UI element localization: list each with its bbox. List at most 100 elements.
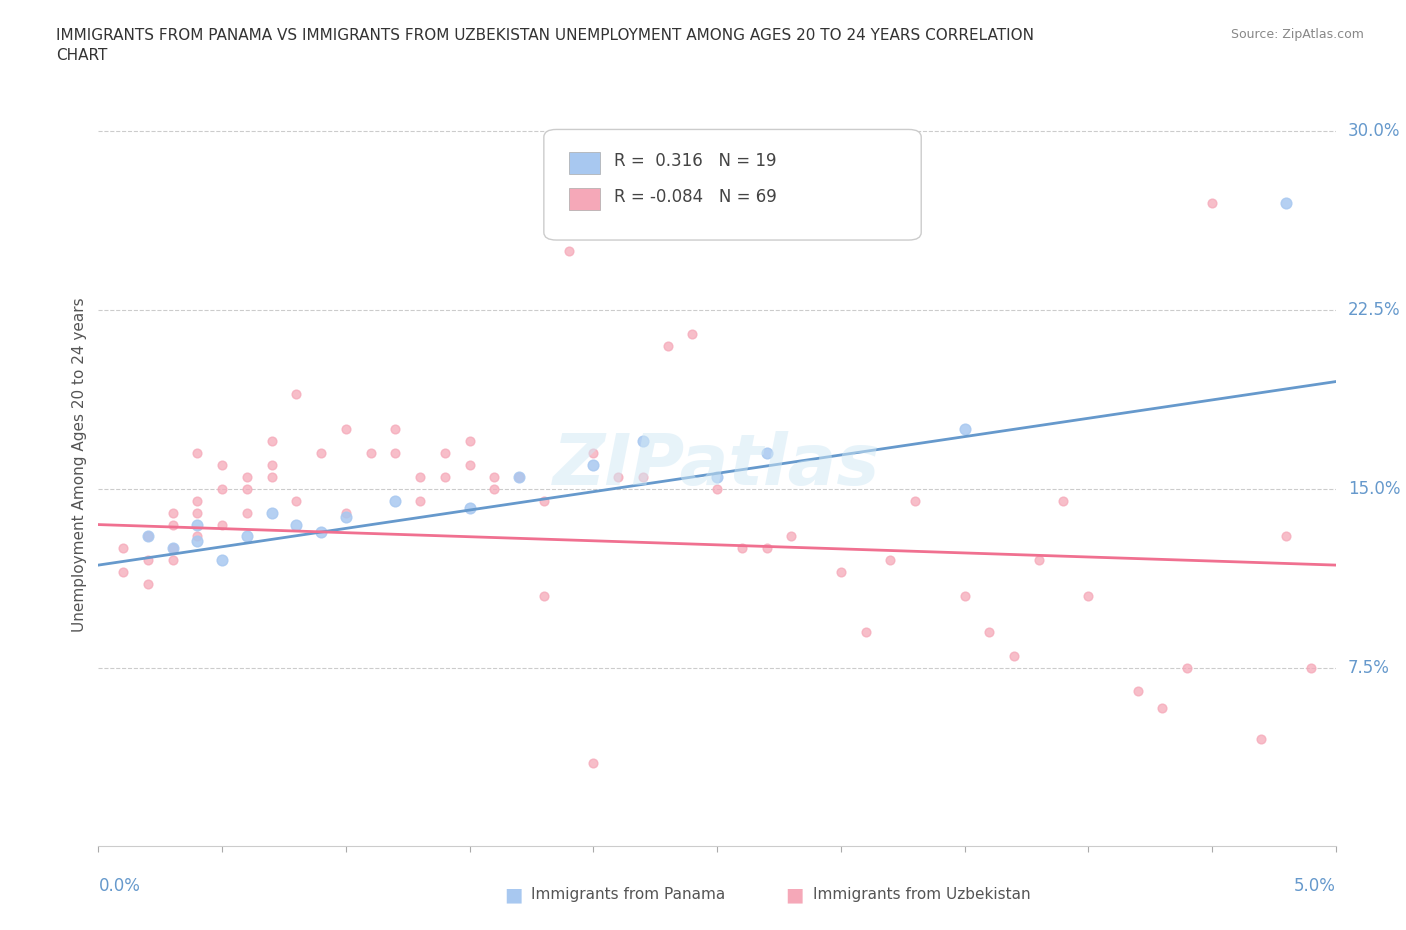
Point xyxy=(162,553,184,568)
Point xyxy=(162,541,184,556)
Point xyxy=(236,482,259,497)
Point xyxy=(1250,732,1272,747)
Point xyxy=(186,529,208,544)
Point xyxy=(953,422,976,437)
Text: Source: ZipAtlas.com: Source: ZipAtlas.com xyxy=(1230,28,1364,41)
Point xyxy=(186,493,208,508)
Point xyxy=(1275,195,1298,210)
Point xyxy=(1275,529,1298,544)
Point xyxy=(260,505,283,520)
Point xyxy=(136,529,159,544)
Text: 5.0%: 5.0% xyxy=(1294,877,1336,895)
Point xyxy=(780,529,803,544)
Point xyxy=(260,433,283,448)
Text: ■: ■ xyxy=(503,885,523,904)
Point xyxy=(533,589,555,604)
Point xyxy=(186,534,208,549)
Point xyxy=(631,433,654,448)
Point xyxy=(211,517,233,532)
Y-axis label: Unemployment Among Ages 20 to 24 years: Unemployment Among Ages 20 to 24 years xyxy=(72,298,87,632)
Text: Immigrants from Panama: Immigrants from Panama xyxy=(531,887,725,902)
FancyBboxPatch shape xyxy=(568,188,599,209)
Point xyxy=(458,458,481,472)
Point xyxy=(706,482,728,497)
Text: R = -0.084   N = 69: R = -0.084 N = 69 xyxy=(614,189,778,206)
Point xyxy=(484,470,506,485)
Text: 30.0%: 30.0% xyxy=(1348,123,1400,140)
Point xyxy=(409,470,432,485)
Point xyxy=(1002,648,1025,663)
Point xyxy=(1152,700,1174,715)
Point xyxy=(285,386,308,401)
Point xyxy=(162,505,184,520)
Point xyxy=(136,577,159,591)
Point xyxy=(458,500,481,515)
Point xyxy=(582,445,605,460)
Point xyxy=(1077,589,1099,604)
Point xyxy=(607,470,630,485)
Point xyxy=(1201,195,1223,210)
Point xyxy=(236,529,259,544)
Point xyxy=(285,493,308,508)
Point xyxy=(433,470,456,485)
Point xyxy=(211,553,233,568)
Point xyxy=(186,505,208,520)
Text: R =  0.316   N = 19: R = 0.316 N = 19 xyxy=(614,153,778,170)
Point xyxy=(953,589,976,604)
Text: 0.0%: 0.0% xyxy=(98,877,141,895)
Point xyxy=(335,505,357,520)
Text: 15.0%: 15.0% xyxy=(1348,480,1400,498)
Point xyxy=(508,470,530,485)
Point xyxy=(631,470,654,485)
Point xyxy=(1126,684,1149,698)
Point xyxy=(236,505,259,520)
Point xyxy=(830,565,852,579)
Point xyxy=(879,553,901,568)
Point xyxy=(582,755,605,770)
Point xyxy=(731,541,754,556)
Point xyxy=(236,470,259,485)
Point xyxy=(309,525,332,539)
Point xyxy=(162,517,184,532)
Point xyxy=(112,565,135,579)
Text: 22.5%: 22.5% xyxy=(1348,301,1400,319)
Point xyxy=(582,458,605,472)
Point xyxy=(557,243,579,258)
Point xyxy=(211,458,233,472)
Point xyxy=(112,541,135,556)
Text: ■: ■ xyxy=(785,885,804,904)
Point xyxy=(681,326,703,341)
Point xyxy=(309,445,332,460)
Point xyxy=(384,422,406,437)
Point xyxy=(979,624,1001,639)
Text: IMMIGRANTS FROM PANAMA VS IMMIGRANTS FROM UZBEKISTAN UNEMPLOYMENT AMONG AGES 20 : IMMIGRANTS FROM PANAMA VS IMMIGRANTS FRO… xyxy=(56,28,1035,62)
Text: 7.5%: 7.5% xyxy=(1348,658,1391,676)
Point xyxy=(136,529,159,544)
Point xyxy=(211,482,233,497)
Point xyxy=(508,470,530,485)
Point xyxy=(1028,553,1050,568)
Point xyxy=(260,470,283,485)
Point xyxy=(904,493,927,508)
FancyBboxPatch shape xyxy=(544,129,921,240)
Point xyxy=(384,445,406,460)
Point xyxy=(1175,660,1198,675)
Point xyxy=(755,445,778,460)
Point xyxy=(186,445,208,460)
Point xyxy=(136,553,159,568)
Point xyxy=(335,422,357,437)
Point xyxy=(1299,660,1322,675)
Point xyxy=(1052,493,1074,508)
Point xyxy=(755,541,778,556)
Text: ZIPatlas: ZIPatlas xyxy=(554,431,880,499)
Point xyxy=(433,445,456,460)
Point xyxy=(855,624,877,639)
Point xyxy=(706,470,728,485)
Point xyxy=(384,493,406,508)
FancyBboxPatch shape xyxy=(568,153,599,174)
Point xyxy=(186,517,208,532)
Point xyxy=(657,339,679,353)
Point xyxy=(533,493,555,508)
Point xyxy=(162,541,184,556)
Point xyxy=(458,433,481,448)
